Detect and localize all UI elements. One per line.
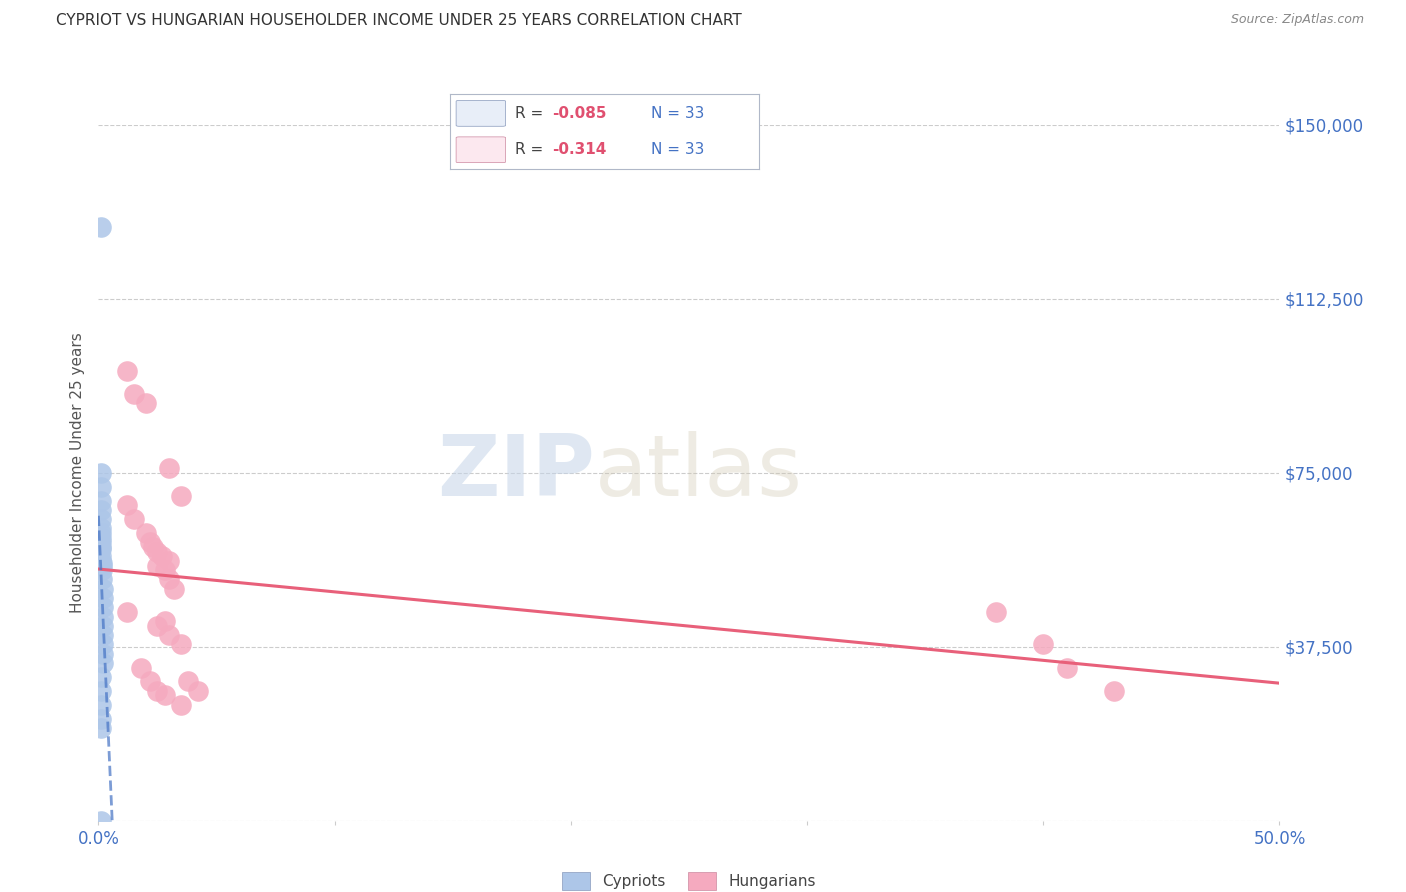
Text: atlas: atlas [595,431,803,515]
Point [170,489,193,503]
Point [170,698,193,712]
Point [91,591,114,605]
Point [142,540,165,554]
Point [90,219,112,234]
Point [91,647,114,661]
Point [1102,683,1125,698]
Text: N = 33: N = 33 [651,142,704,157]
Point [122,512,145,526]
Point [1056,660,1078,674]
Point [135,526,157,541]
Point [90,535,112,549]
Point [90,512,112,526]
Point [91,582,114,596]
Point [187,683,209,698]
Point [90,814,112,828]
Point [153,689,176,703]
Point [146,619,169,633]
Point [90,526,112,541]
Text: Source: ZipAtlas.com: Source: ZipAtlas.com [1230,13,1364,27]
Point [115,364,138,378]
FancyBboxPatch shape [456,136,506,162]
Point [90,698,112,712]
Point [90,503,112,517]
Point [90,540,112,554]
Point [157,461,180,475]
Point [91,556,114,570]
Text: -0.314: -0.314 [553,142,606,157]
Point [91,619,114,633]
Text: CYPRIOT VS HUNGARIAN HOUSEHOLDER INCOME UNDER 25 YEARS CORRELATION CHART: CYPRIOT VS HUNGARIAN HOUSEHOLDER INCOME … [56,13,742,29]
Point [91,600,114,615]
Point [146,558,169,573]
Point [91,558,114,573]
Point [90,721,112,735]
FancyBboxPatch shape [456,101,506,127]
Text: N = 33: N = 33 [651,106,704,121]
Point [90,493,112,508]
Point [170,637,193,651]
Point [1032,637,1054,651]
Y-axis label: Householder Income Under 25 years: Householder Income Under 25 years [70,333,86,613]
Legend: Cypriots, Hungarians: Cypriots, Hungarians [557,865,821,892]
Point [90,466,112,480]
Point [153,563,176,577]
Text: R =: R = [515,142,548,157]
Point [177,674,200,689]
Point [90,542,112,557]
Point [153,614,176,628]
Point [90,670,112,684]
Point [139,535,162,549]
Point [115,605,138,619]
Text: -0.085: -0.085 [553,106,606,121]
Point [90,554,112,568]
Point [146,683,169,698]
Point [91,628,114,642]
Point [163,582,186,596]
Point [129,660,152,674]
Point [91,573,114,587]
Point [90,712,112,726]
Point [90,683,112,698]
Text: ZIP: ZIP [437,431,595,515]
Text: R =: R = [515,106,548,121]
Point [150,549,173,564]
Point [90,480,112,494]
Point [135,396,157,410]
Point [984,605,1007,619]
Point [90,521,112,535]
Point [115,498,138,512]
Point [139,674,162,689]
Point [157,554,180,568]
Point [90,531,112,545]
Point [157,628,180,642]
Point [157,573,180,587]
Point [90,549,112,564]
Point [91,656,114,670]
Point [91,563,114,577]
Point [122,387,145,401]
Point [91,609,114,624]
Point [146,544,169,558]
Point [91,637,114,651]
